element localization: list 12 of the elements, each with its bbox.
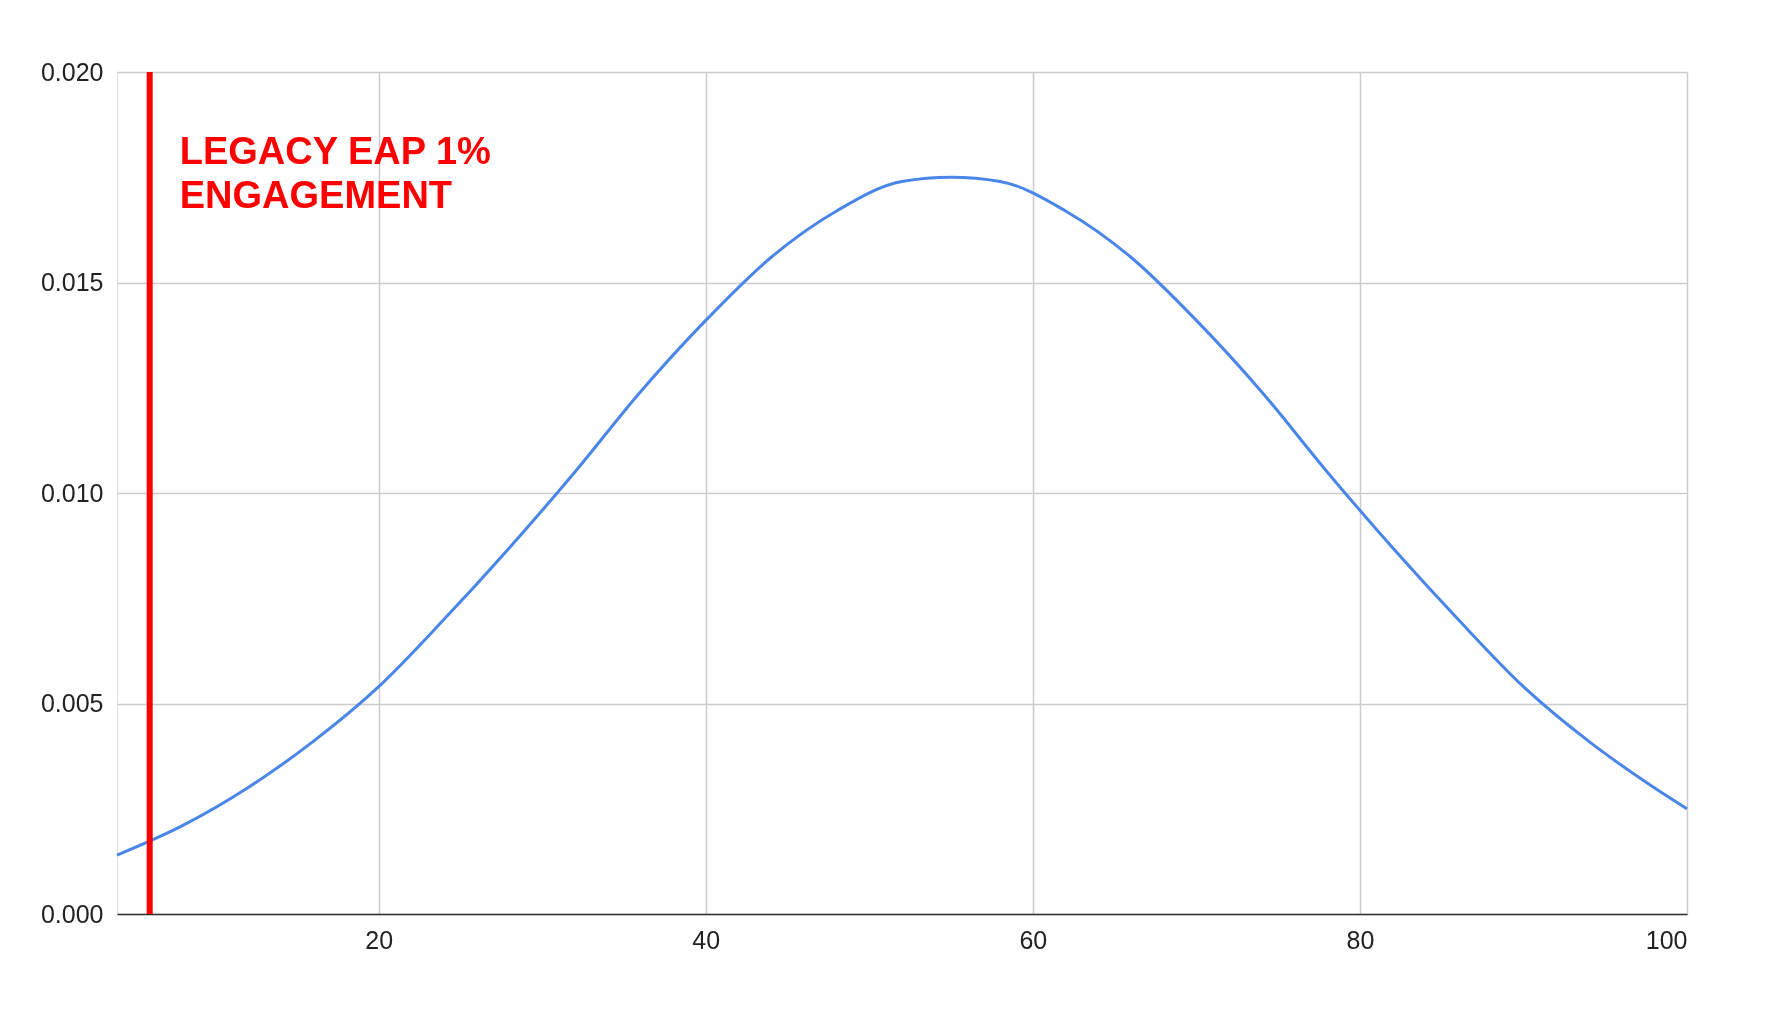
x-tick-label: 20	[365, 925, 394, 954]
ref-line-label: LEGACY EAP 1% ENGAGEMENT	[179, 130, 491, 216]
y-tick-label: 0.005	[40, 689, 104, 717]
y-tick-label: 0.015	[40, 268, 104, 296]
x-tick-label: 80	[1346, 925, 1375, 954]
y-tick-label: 0.020	[40, 57, 104, 86]
x-tick-label: 60	[1019, 925, 1048, 954]
line-series	[115, 175, 1689, 857]
y-tick-label: 0.000	[40, 899, 104, 928]
y-tick-label: 0.010	[40, 478, 104, 507]
x-tick-label: 100	[1645, 925, 1688, 954]
x-tick-label: 40	[692, 925, 721, 954]
